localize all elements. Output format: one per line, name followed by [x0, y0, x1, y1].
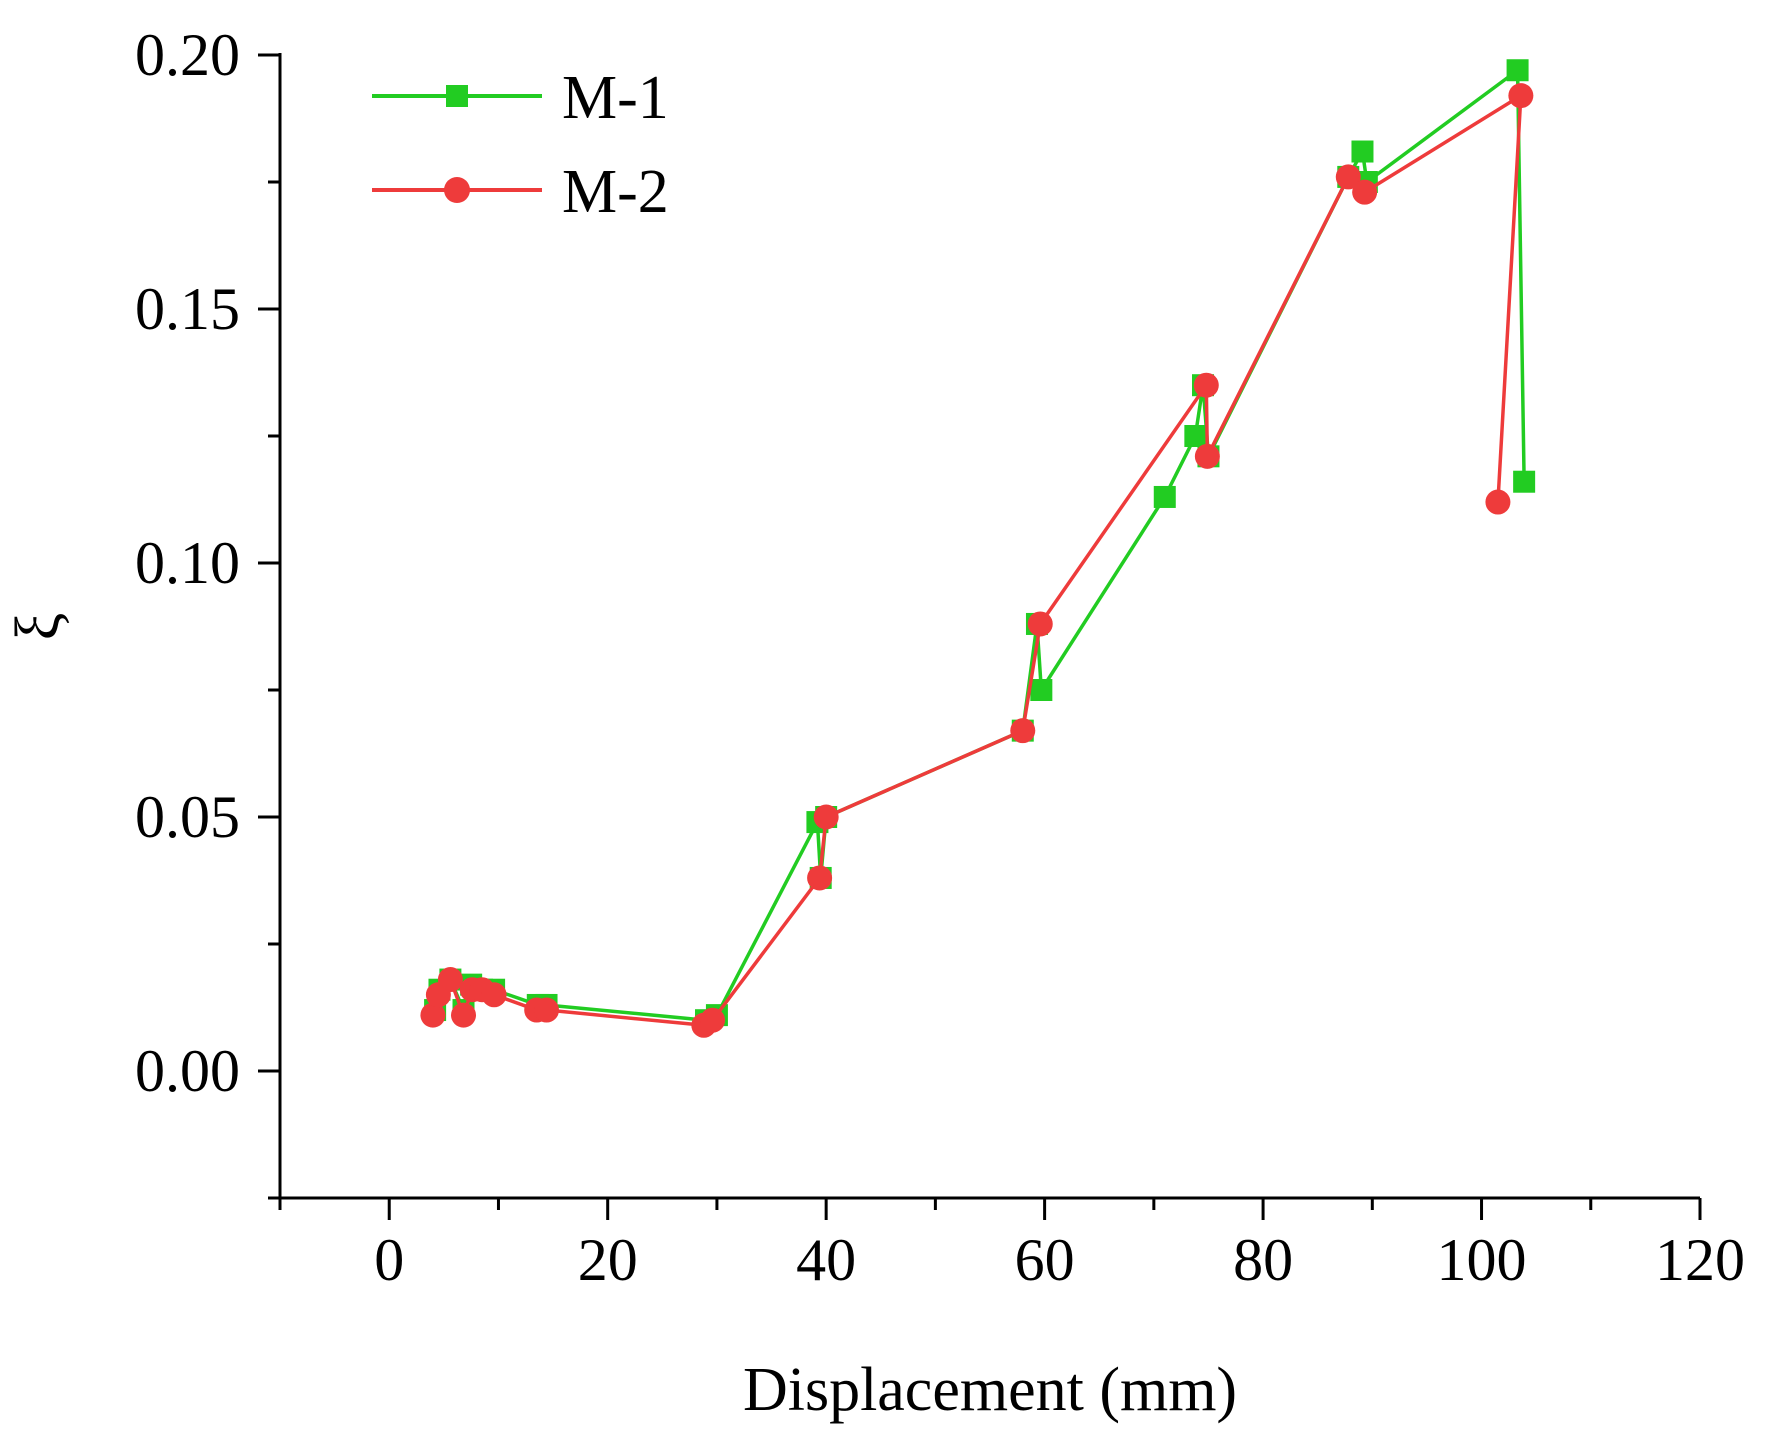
data-point: [1513, 470, 1536, 493]
data-point: [1335, 164, 1361, 190]
data-point: [1153, 485, 1176, 508]
legend-label: M-2: [562, 158, 669, 226]
series-M-2: [420, 83, 1534, 1038]
data-point: [1030, 679, 1053, 701]
data-point: [1027, 611, 1053, 637]
legend-label: M-1: [562, 64, 669, 132]
data-point: [700, 1007, 726, 1033]
data-point: [1352, 179, 1378, 205]
data-point: [1506, 59, 1529, 82]
data-point: [807, 865, 833, 891]
x-tick-label: 80: [1233, 1227, 1293, 1293]
x-axis-label: Displacement (mm): [743, 1356, 1237, 1424]
legend-marker: [444, 177, 470, 203]
legend-item: M-2: [372, 158, 669, 226]
legend-item: M-1: [372, 64, 669, 132]
y-tick-label: 0.05: [135, 784, 240, 850]
series-line: [431, 93, 1523, 1028]
data-point: [534, 997, 560, 1023]
data-point: [1184, 425, 1207, 447]
y-axis-label: ξ: [4, 613, 72, 641]
x-tick-label: 20: [578, 1227, 638, 1293]
y-tick-label: 0.15: [135, 276, 240, 342]
axes: [278, 53, 1700, 1200]
data-point: [437, 967, 463, 993]
data-point: [1485, 489, 1511, 515]
data-point: [813, 804, 839, 830]
data-point: [1508, 83, 1534, 109]
x-tick-label: 100: [1437, 1227, 1527, 1293]
y-tick-label: 0.20: [135, 22, 240, 88]
x-tick-label: 40: [796, 1227, 856, 1293]
y-tick-label: 0.10: [135, 530, 240, 596]
x-tick-label: 0: [374, 1227, 404, 1293]
legend: M-1M-2: [372, 64, 669, 226]
data-point: [420, 1002, 446, 1028]
y-tick-label: 0.00: [135, 1038, 240, 1104]
x-tick-label: 120: [1655, 1227, 1745, 1293]
data-point: [1194, 443, 1220, 469]
x-tick-label: 60: [1015, 1227, 1075, 1293]
data-point: [1351, 140, 1374, 163]
ticks: 0 20 40 60 80 100 120 0.00 0.05 0.10 0.15 0.20: [135, 22, 1745, 1293]
series-layer: [420, 59, 1536, 1038]
data-point: [451, 1002, 477, 1028]
data-point: [1193, 372, 1219, 398]
legend-marker: [446, 85, 468, 107]
data-point: [1010, 718, 1036, 744]
data-point: [481, 982, 507, 1008]
